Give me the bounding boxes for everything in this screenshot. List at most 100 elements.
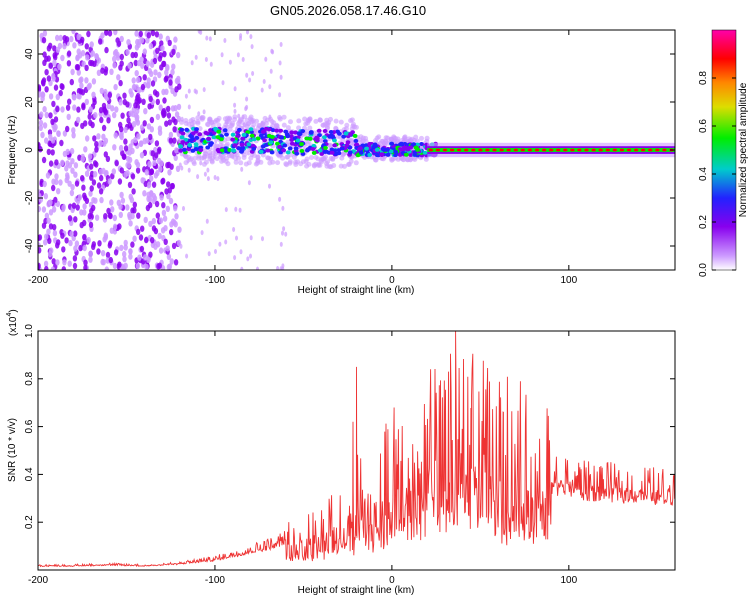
spectrogram-cell	[85, 54, 90, 61]
spectrogram-cell	[195, 115, 201, 121]
spectrogram-cell	[81, 60, 86, 68]
spectrogram-cell	[98, 140, 103, 147]
spectrogram-cell	[147, 181, 152, 188]
snr-panel: -200 -100 0 100 0.2 0.4 0.6 0.8 1.0 Height of s…	[6, 309, 676, 596]
spectrogram-cell	[238, 160, 244, 166]
spectrogram-cell	[328, 143, 334, 149]
spectrogram-cell	[270, 48, 274, 54]
spectrogram-cell	[60, 232, 65, 239]
spectrogram-cell	[541, 148, 547, 152]
spectrogram-cell	[296, 125, 302, 131]
spectrogram-cell	[147, 160, 152, 168]
spectrogram-cell	[84, 170, 90, 177]
spectrogram-cell	[119, 35, 124, 43]
spectrogram-cell	[297, 132, 303, 136]
spectrogram-cell	[239, 33, 243, 39]
spectrogram-cell	[150, 80, 156, 87]
spectrogram-cell	[577, 148, 582, 152]
multiplier-text: (x10	[8, 316, 19, 336]
spectrogram-cell	[99, 196, 104, 204]
spectrogram-cell	[327, 134, 333, 139]
spectrogram-cell	[163, 238, 168, 245]
spectrogram-cell	[311, 150, 317, 155]
y-tick-label: -40	[24, 238, 35, 253]
spectrogram-cell	[99, 174, 104, 182]
spectrogram-cell	[456, 148, 462, 152]
spectrogram-cell	[655, 148, 660, 152]
spectrogram-cell	[102, 140, 107, 147]
spectrogram-cell	[471, 148, 476, 152]
spectrogram-cell	[94, 53, 99, 60]
spectrogram-cell	[128, 248, 133, 255]
spectrogram-cell	[104, 46, 109, 54]
spectrogram-cell	[548, 148, 554, 152]
spectrogram-cell	[166, 181, 171, 188]
spectrogram-cell	[51, 72, 56, 80]
spectrogram-cell	[57, 63, 62, 70]
spectrogram-cell	[314, 135, 320, 140]
spectrogram-cell	[224, 207, 228, 213]
figure-title: GN05.2026.058.17.46.G10	[270, 3, 426, 18]
spectrogram-cell	[89, 174, 94, 181]
spectrogram-cell	[80, 50, 86, 57]
spectrogram-cell	[41, 222, 47, 229]
colorbar-tick-label: 0.8	[698, 71, 709, 85]
spectrogram-cell	[139, 245, 145, 253]
y-tick-label: 0.2	[24, 515, 35, 529]
spectrogram-cell	[93, 112, 98, 119]
y-tick-label: 0.6	[24, 419, 35, 433]
spectrogram-cell	[122, 92, 127, 99]
spectrogram-cell	[135, 38, 140, 46]
x-tick-label: -200	[28, 575, 48, 586]
spectrogram-cell	[128, 253, 133, 260]
spectrogram-cell	[116, 74, 121, 81]
spectrogram-cell	[640, 148, 646, 152]
spectrogram-cell	[215, 135, 221, 140]
spectrogram-cell	[122, 153, 127, 160]
spectrogram-cell	[281, 114, 287, 120]
spectrogram-cell	[270, 128, 276, 133]
spectrogram-cell	[85, 135, 90, 142]
spectrogram-cell	[204, 57, 208, 62]
spectrogram-cell	[98, 188, 104, 195]
spectrogram-cell	[232, 143, 238, 148]
spectrogram-cell	[128, 220, 133, 227]
spectrogram-cell	[172, 137, 177, 144]
spectrogram-cell	[358, 150, 364, 155]
spectrogram-cell	[307, 125, 313, 131]
spectrogram-cell	[142, 190, 147, 197]
spectrogram-cell	[648, 148, 653, 152]
spectrogram-cell	[48, 160, 54, 167]
spectrogram-cell	[117, 178, 123, 185]
spectrogram-cell	[78, 88, 83, 95]
spectrogram-cell	[305, 148, 310, 153]
spectrogram-cell	[140, 177, 145, 184]
spectrogram-cell	[193, 142, 199, 147]
spectrogram-cell	[84, 64, 89, 72]
spectrogram-cell	[167, 169, 172, 176]
spectrogram-cell	[332, 143, 338, 148]
spectrogram-cell	[216, 129, 222, 134]
spectrogram-cell	[246, 30, 249, 35]
spectrogram-cell	[129, 91, 134, 98]
spectrogram-cell	[412, 152, 418, 157]
spectrogram-cell	[196, 174, 200, 180]
spectrogram-cell	[47, 250, 53, 258]
spectrogram-cell	[228, 123, 234, 129]
spectrogram-cell	[353, 124, 359, 130]
spectrogram-cell	[131, 77, 136, 84]
spectrogram-cell	[48, 112, 53, 119]
spectrogram-cell	[291, 154, 297, 160]
spectrogram-cell	[84, 197, 90, 204]
spectrogram-cell	[293, 146, 299, 151]
spectrogram-cell	[226, 119, 232, 125]
spectrogram-cell	[187, 143, 193, 147]
spectrogram-cell	[211, 135, 217, 140]
spectrogram-cell	[284, 231, 288, 237]
spectrogram-cell	[317, 148, 323, 153]
spectrogram-cell	[53, 116, 59, 123]
spectrogram-cell	[102, 106, 107, 113]
spectrogram-cell	[183, 121, 189, 126]
spectrogram-cell	[84, 43, 90, 50]
spectrogram-cell	[133, 59, 138, 67]
